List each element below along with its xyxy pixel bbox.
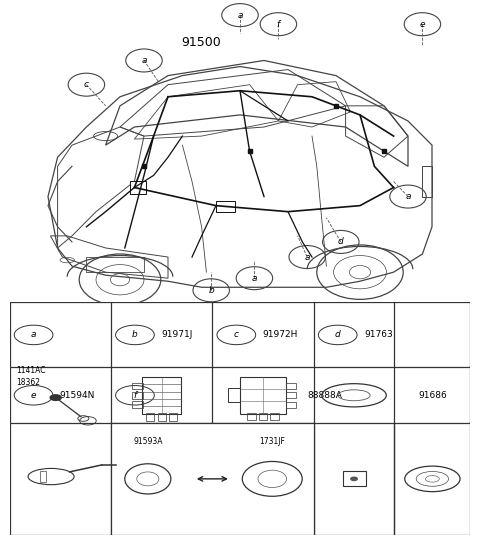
Bar bbox=[132, 383, 143, 389]
Bar bbox=[132, 401, 143, 408]
Bar bbox=[286, 402, 296, 408]
Text: 91594N: 91594N bbox=[60, 391, 95, 400]
Bar bbox=[86, 257, 144, 272]
Text: a: a bbox=[237, 11, 243, 19]
Bar bbox=[270, 414, 279, 420]
Text: 1141AC
18362: 1141AC 18362 bbox=[16, 366, 46, 387]
Text: e: e bbox=[31, 391, 36, 400]
Text: 1731JF: 1731JF bbox=[259, 437, 285, 446]
Text: b: b bbox=[208, 286, 214, 295]
Bar bbox=[216, 201, 235, 212]
Bar bbox=[146, 413, 154, 421]
Bar bbox=[130, 181, 146, 193]
Circle shape bbox=[50, 395, 61, 400]
Text: 88888A: 88888A bbox=[308, 391, 343, 400]
Text: a: a bbox=[405, 192, 411, 201]
Bar bbox=[132, 392, 143, 399]
Bar bbox=[422, 166, 432, 197]
Text: a: a bbox=[304, 253, 310, 261]
Text: 91593A: 91593A bbox=[133, 437, 163, 446]
Text: a: a bbox=[252, 274, 257, 283]
Bar bbox=[169, 413, 177, 421]
Text: d: d bbox=[335, 330, 341, 340]
Text: f: f bbox=[277, 19, 280, 29]
Text: f: f bbox=[133, 391, 136, 400]
Bar bbox=[286, 383, 296, 389]
Circle shape bbox=[351, 477, 357, 481]
Text: 91686: 91686 bbox=[418, 391, 447, 400]
Text: 91972H: 91972H bbox=[263, 330, 298, 340]
Text: 91500: 91500 bbox=[182, 36, 221, 49]
Text: 91971J: 91971J bbox=[161, 330, 192, 340]
Text: a: a bbox=[141, 56, 147, 65]
Text: 91763: 91763 bbox=[364, 330, 393, 340]
Text: c: c bbox=[234, 330, 239, 340]
Bar bbox=[286, 392, 296, 399]
Bar bbox=[157, 413, 166, 421]
Text: a: a bbox=[31, 330, 36, 340]
Bar bbox=[39, 471, 47, 482]
Text: e: e bbox=[420, 19, 425, 29]
Bar bbox=[240, 377, 286, 414]
Bar bbox=[142, 377, 181, 414]
Bar bbox=[228, 388, 240, 402]
Text: c: c bbox=[84, 80, 89, 89]
Text: d: d bbox=[338, 238, 344, 246]
Bar bbox=[259, 414, 267, 420]
Text: b: b bbox=[132, 330, 138, 340]
Bar bbox=[247, 414, 256, 420]
Bar bbox=[343, 471, 366, 487]
